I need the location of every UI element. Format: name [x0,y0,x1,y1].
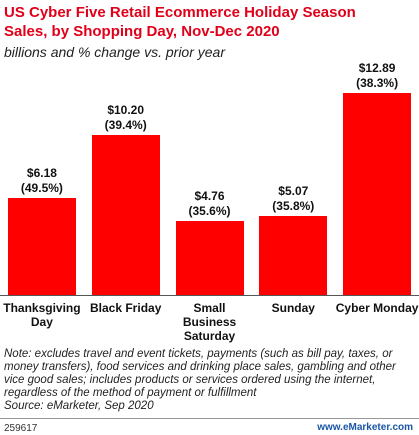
bar [343,93,412,295]
change-label: (35.8%) [272,198,315,213]
x-tick-label: Cyber Monday [335,301,419,315]
baseline [0,295,419,296]
x-tick-label: Sunday [271,301,315,315]
value-label: $10.20 [107,103,145,118]
chart-subtitle: billions and % change vs. prior year [4,44,226,60]
x-tick-label: Black Friday [90,301,162,315]
x-tick-label: Small Business Saturday [182,301,237,343]
bar [7,198,76,295]
x-tick-label: Thanksgiving Day [3,301,81,329]
value-label: $5.07 [278,183,309,198]
footer-rule [0,418,419,419]
change-label: (38.3%) [356,76,399,91]
change-label: (35.6%) [188,203,231,218]
change-label: (49.5%) [20,181,63,196]
note: Note: excludes travel and event tickets,… [4,348,396,399]
value-label: $4.76 [194,188,225,203]
bar [175,220,244,295]
value-label: $12.89 [358,61,396,76]
value-label: $6.18 [26,166,57,181]
note-block: Note: excludes travel and event tickets,… [4,348,414,413]
bar [91,135,160,295]
bar [259,215,328,295]
site: www.eMarketer.com [317,422,413,433]
chart-id: 259617 [4,423,38,434]
chart-title: US Cyber Five Retail Ecommerce Holiday S… [4,4,356,40]
change-label: (39.4%) [104,118,147,133]
source: Source: eMarketer, Sep 2020 [4,400,154,412]
